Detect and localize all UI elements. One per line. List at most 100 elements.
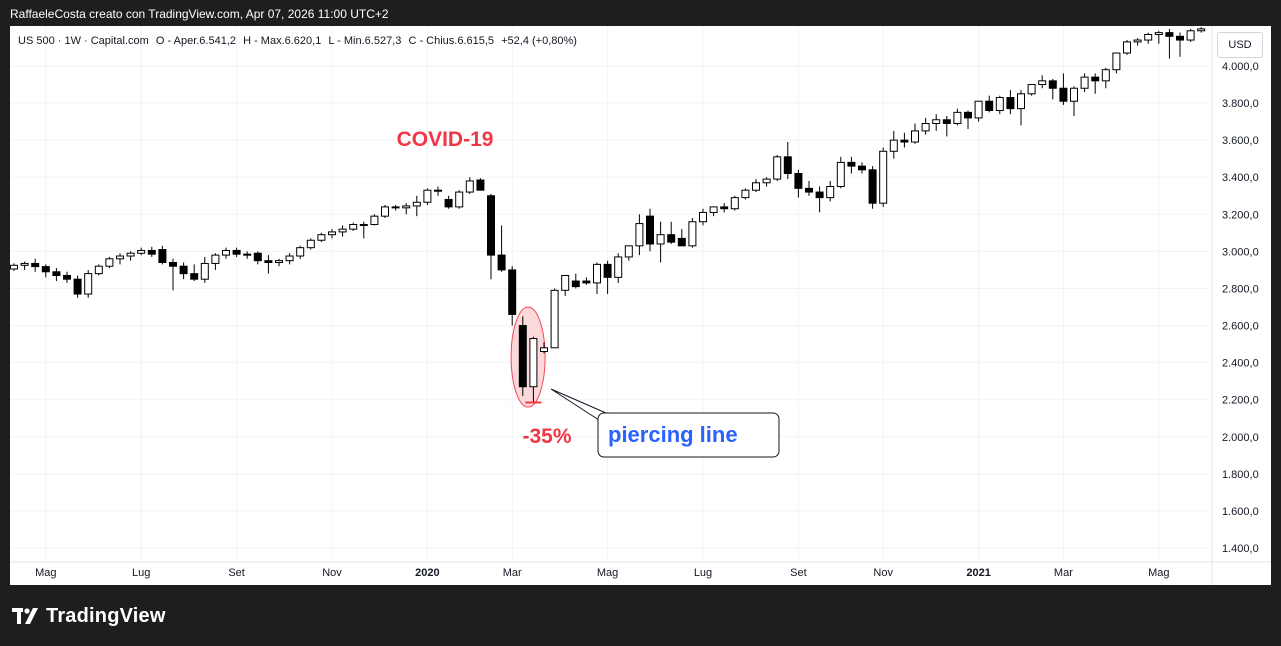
- candle-up[interactable]: [614, 256, 623, 278]
- candle-up[interactable]: [317, 234, 326, 241]
- candle-up[interactable]: [709, 206, 718, 213]
- candle-down[interactable]: [179, 265, 188, 275]
- candle-down[interactable]: [805, 187, 813, 193]
- candle-up[interactable]: [370, 215, 379, 226]
- candle-up[interactable]: [1197, 28, 1206, 32]
- candle-down[interactable]: [900, 139, 909, 143]
- candle-up[interactable]: [1027, 84, 1036, 95]
- candle-up[interactable]: [296, 247, 305, 257]
- candle-up[interactable]: [105, 258, 114, 267]
- candle-up[interactable]: [1038, 80, 1047, 86]
- candle-down[interactable]: [571, 280, 580, 288]
- candle-up[interactable]: [1144, 33, 1153, 41]
- candle-up[interactable]: [635, 223, 644, 247]
- candle-up[interactable]: [137, 249, 146, 254]
- candle-up[interactable]: [1133, 39, 1142, 43]
- candle-up[interactable]: [126, 252, 135, 257]
- candle-up[interactable]: [540, 347, 548, 352]
- candle-down[interactable]: [720, 206, 729, 210]
- candle-up[interactable]: [10, 264, 18, 270]
- candle-down[interactable]: [391, 206, 400, 209]
- candle-down[interactable]: [677, 237, 686, 247]
- candle-down[interactable]: [964, 111, 972, 119]
- candle-up[interactable]: [1186, 30, 1195, 41]
- candle-down[interactable]: [434, 189, 442, 192]
- candle-up[interactable]: [1112, 52, 1121, 71]
- candle-up[interactable]: [773, 156, 782, 180]
- candle-down[interactable]: [508, 269, 517, 315]
- candle-up[interactable]: [561, 274, 570, 291]
- candlestick-chart[interactable]: 1.400,0 1.600,0 1.800,0 2.000,0 2.200,0 2.400…: [10, 26, 1271, 585]
- candle-up[interactable]: [836, 161, 845, 187]
- candle-down[interactable]: [1165, 32, 1174, 37]
- candle-up[interactable]: [889, 139, 898, 152]
- candle-up[interactable]: [275, 260, 283, 264]
- candle-up[interactable]: [762, 178, 771, 184]
- candle-up[interactable]: [730, 197, 739, 210]
- candle-down[interactable]: [243, 253, 252, 256]
- candle-up[interactable]: [306, 239, 315, 249]
- candle-down[interactable]: [264, 260, 273, 264]
- candle-up[interactable]: [699, 211, 707, 223]
- candle-up[interactable]: [285, 255, 294, 262]
- candle-up[interactable]: [529, 338, 538, 388]
- candle-down[interactable]: [1176, 35, 1184, 41]
- candle-up[interactable]: [423, 189, 432, 203]
- candle-up[interactable]: [381, 206, 389, 217]
- candle-up[interactable]: [465, 180, 474, 193]
- candle-up[interactable]: [911, 130, 919, 143]
- candle-up[interactable]: [688, 221, 697, 247]
- candle-down[interactable]: [582, 280, 591, 284]
- candle-down[interactable]: [815, 191, 824, 199]
- candle-up[interactable]: [1017, 93, 1025, 110]
- candle-down[interactable]: [783, 156, 792, 175]
- candle-down[interactable]: [487, 195, 495, 256]
- candle-down[interactable]: [667, 234, 676, 243]
- candle-down[interactable]: [52, 271, 61, 276]
- candle-down[interactable]: [985, 100, 994, 111]
- candle-up[interactable]: [402, 205, 411, 209]
- candle-up[interactable]: [84, 273, 93, 295]
- candle-up[interactable]: [200, 262, 209, 280]
- candle-down[interactable]: [158, 249, 167, 264]
- candle-up[interactable]: [550, 289, 559, 349]
- candle-down[interactable]: [646, 215, 654, 245]
- candle-up[interactable]: [879, 150, 888, 204]
- candle-up[interactable]: [656, 234, 665, 245]
- candle-up[interactable]: [211, 254, 220, 264]
- candle-up[interactable]: [1080, 76, 1089, 89]
- chart-pane[interactable]: 1.400,0 1.600,0 1.800,0 2.000,0 2.200,0 2.400…: [10, 26, 1271, 585]
- candle-down[interactable]: [1091, 76, 1100, 82]
- candle-down[interactable]: [1006, 97, 1015, 110]
- candle-down[interactable]: [253, 252, 262, 262]
- candle-up[interactable]: [593, 263, 601, 284]
- candle-down[interactable]: [518, 325, 527, 388]
- candle-down[interactable]: [169, 262, 177, 267]
- candle-up[interactable]: [412, 201, 421, 207]
- candle-up[interactable]: [359, 224, 368, 227]
- candle-up[interactable]: [338, 228, 347, 233]
- candle-up[interactable]: [1101, 69, 1110, 82]
- candle-up[interactable]: [116, 255, 124, 260]
- candle-up[interactable]: [741, 189, 750, 199]
- candle-down[interactable]: [1059, 87, 1068, 102]
- candle-up[interactable]: [953, 111, 962, 124]
- tradingview-logo[interactable]: TradingView: [12, 604, 166, 628]
- candle-up[interactable]: [20, 262, 29, 266]
- candle-up[interactable]: [826, 186, 835, 199]
- candle-up[interactable]: [921, 122, 930, 132]
- candle-down[interactable]: [497, 254, 506, 271]
- candle-up[interactable]: [94, 265, 103, 275]
- candle-down[interactable]: [942, 119, 951, 124]
- candle-down[interactable]: [73, 278, 82, 295]
- candle-down[interactable]: [603, 263, 612, 278]
- candle-down[interactable]: [41, 266, 50, 273]
- candle-up[interactable]: [349, 224, 358, 230]
- candle-down[interactable]: [476, 179, 485, 191]
- candle-up[interactable]: [974, 100, 983, 119]
- candle-down[interactable]: [847, 161, 856, 167]
- candle-down[interactable]: [794, 173, 803, 189]
- candle-down[interactable]: [232, 249, 241, 255]
- candle-down[interactable]: [31, 262, 40, 268]
- candle-up[interactable]: [455, 191, 464, 208]
